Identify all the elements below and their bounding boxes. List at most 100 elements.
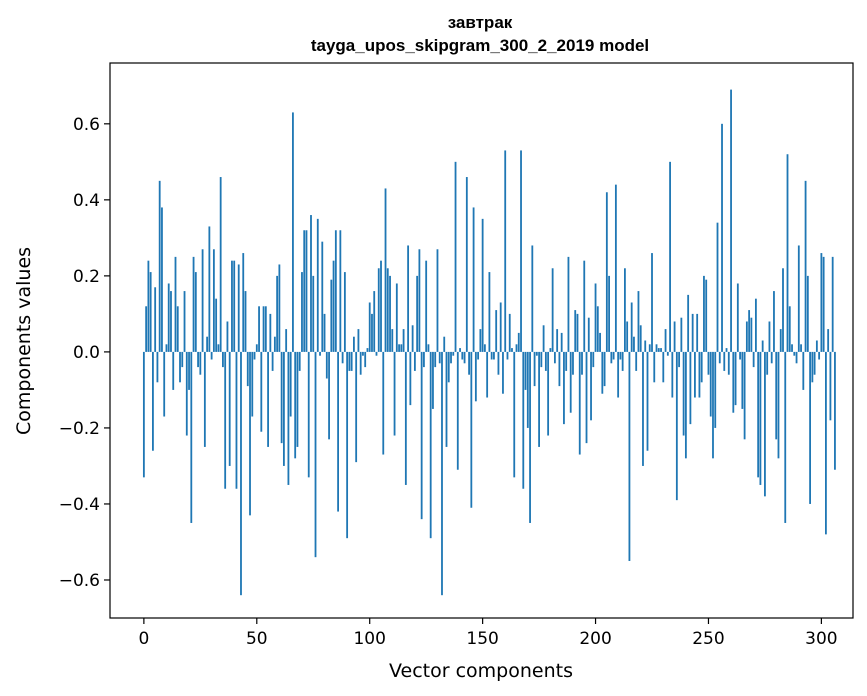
bar-131 xyxy=(438,351,441,364)
bar-276 xyxy=(766,351,769,375)
bar-6 xyxy=(156,351,159,383)
bar-98 xyxy=(364,351,367,368)
bar-17 xyxy=(181,351,184,368)
bar-236 xyxy=(675,351,678,501)
chart-title: завтрак xyxy=(448,13,513,32)
bar-12 xyxy=(170,291,172,352)
bar-240 xyxy=(684,351,687,459)
bar-3 xyxy=(149,272,152,352)
bar-113 xyxy=(398,344,400,352)
bar-35 xyxy=(222,351,224,368)
bar-31 xyxy=(212,249,215,352)
bar-274 xyxy=(761,340,764,352)
bar-94 xyxy=(355,351,358,463)
bar-204 xyxy=(603,351,606,387)
bar-226 xyxy=(653,351,656,383)
bar-10 xyxy=(165,344,168,352)
bar-291 xyxy=(800,344,802,352)
y-tick-label: −0.2 xyxy=(59,419,100,439)
y-tick-label: −0.4 xyxy=(59,495,100,515)
bar-169 xyxy=(524,351,527,390)
bar-168 xyxy=(522,351,525,489)
bar-142 xyxy=(463,351,466,364)
bar-21 xyxy=(190,351,193,523)
bar-152 xyxy=(486,351,489,398)
bar-222 xyxy=(644,340,647,352)
bar-153 xyxy=(488,272,491,352)
bar-246 xyxy=(698,351,701,398)
bar-290 xyxy=(797,245,800,352)
bar-150 xyxy=(481,218,484,352)
bar-97 xyxy=(362,351,364,356)
bar-272 xyxy=(757,351,760,478)
bar-105 xyxy=(380,260,382,352)
bar-14 xyxy=(174,256,177,352)
bar-299 xyxy=(818,351,821,360)
bar-203 xyxy=(601,351,604,394)
bar-186 xyxy=(563,351,565,425)
bar-262 xyxy=(734,351,737,406)
bar-195 xyxy=(583,260,586,352)
bar-247 xyxy=(700,351,703,383)
bar-235 xyxy=(673,321,676,352)
bar-218 xyxy=(635,351,638,371)
bar-220 xyxy=(639,325,642,352)
bar-200 xyxy=(594,283,597,352)
bar-206 xyxy=(608,275,610,352)
bar-63 xyxy=(285,329,288,352)
bar-99 xyxy=(366,348,369,352)
y-tick-label: 0.2 xyxy=(73,267,100,287)
bar-202 xyxy=(599,332,601,352)
bar-187 xyxy=(565,351,568,371)
bar-270 xyxy=(752,351,755,368)
bar-300 xyxy=(820,253,823,352)
bar-111 xyxy=(393,351,396,436)
bar-series xyxy=(142,89,836,596)
bar-59 xyxy=(276,275,279,352)
bar-182 xyxy=(553,351,556,364)
bar-253 xyxy=(714,351,717,428)
bar-138 xyxy=(454,161,457,352)
bar-30 xyxy=(210,351,213,360)
bar-192 xyxy=(576,313,579,352)
bar-155 xyxy=(493,351,495,360)
bar-263 xyxy=(736,283,739,352)
bar-295 xyxy=(809,351,811,504)
bar-85 xyxy=(334,230,337,352)
bar-282 xyxy=(779,329,782,352)
bar-41 xyxy=(235,351,238,489)
bar-207 xyxy=(610,351,613,364)
bar-174 xyxy=(535,351,538,356)
bar-82 xyxy=(328,351,330,440)
x-axis-ticks: 0 50 100 150 200 250 300 xyxy=(138,618,838,649)
bar-95 xyxy=(357,329,360,352)
bar-209 xyxy=(614,184,617,352)
x-tick-label: 200 xyxy=(579,629,611,649)
bar-264 xyxy=(739,351,741,360)
bar-156 xyxy=(495,310,498,352)
bar-91 xyxy=(348,351,351,371)
bar-4 xyxy=(152,351,154,451)
bar-123 xyxy=(420,351,423,520)
bar-132 xyxy=(441,351,443,596)
bar-172 xyxy=(531,245,534,352)
bar-225 xyxy=(651,253,653,352)
bar-74 xyxy=(310,215,312,352)
bar-24 xyxy=(197,351,199,368)
bar-279 xyxy=(773,291,775,352)
bar-304 xyxy=(829,351,832,421)
bar-165 xyxy=(515,344,518,352)
bar-158 xyxy=(499,302,502,352)
bar-81 xyxy=(325,351,328,379)
bar-100 xyxy=(368,302,371,352)
bar-122 xyxy=(418,249,421,352)
bar-302 xyxy=(825,351,827,535)
bar-127 xyxy=(429,351,432,539)
bar-148 xyxy=(477,351,480,360)
bar-305 xyxy=(831,256,834,352)
bar-104 xyxy=(377,268,380,352)
x-tick-label: 0 xyxy=(138,629,149,649)
bar-193 xyxy=(578,351,581,455)
bar-42 xyxy=(237,264,240,352)
x-tick-label: 100 xyxy=(353,629,385,649)
